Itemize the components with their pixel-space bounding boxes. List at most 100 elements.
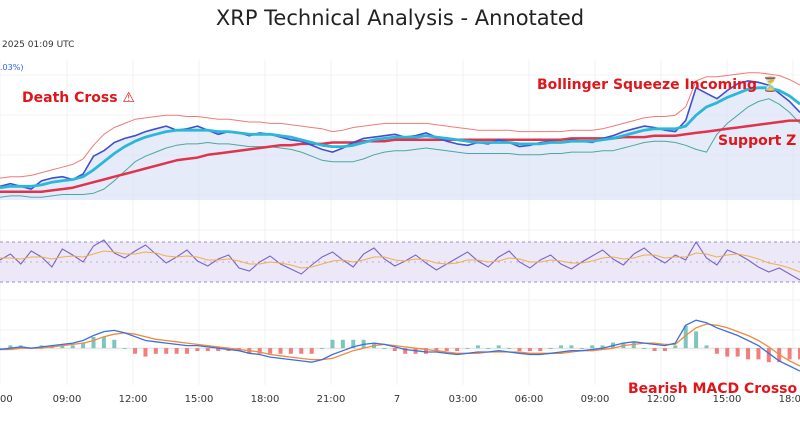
macd-hist-bar-74: [766, 348, 771, 363]
x-axis: 00 09:00 12:00 15:00 18:00 21:00 7 03:00 06:00 09…: [0, 394, 800, 405]
series-price: [0, 80, 800, 190]
macd-hist-bar-9: [91, 336, 96, 349]
series-macd-signal: [0, 323, 800, 367]
macd-hist-bar-0: [0, 348, 2, 349]
series-bb-lower: [0, 98, 800, 198]
macd-hist-bar-76: [787, 348, 792, 360]
macd-hist-bar-70: [725, 348, 730, 357]
macd-hist-bar-52: [538, 348, 543, 351]
macd-hist-bar-26: [268, 348, 273, 354]
change-label: .03%): [0, 63, 24, 72]
macd-hist-bar-31: [320, 348, 325, 349]
macd-hist-bar-39: [403, 348, 408, 354]
macd-hist-bar-72: [746, 348, 751, 360]
macd-hist-bar-46: [475, 345, 480, 349]
macd-hist-bar-33: [340, 339, 345, 349]
macd-hist-bar-14: [143, 348, 148, 357]
rsi-band: [0, 241, 800, 283]
series-ma-slow: [0, 119, 800, 194]
macd-hist-bar-62: [642, 348, 647, 349]
macd-hist-bar-47: [486, 348, 491, 349]
annotation-bollinger: Bollinger Squeeze Incoming ⏳: [537, 77, 780, 93]
macd-hist-bar-63: [652, 348, 657, 351]
macd-hist-bar-68: [704, 345, 709, 349]
macd-hist-bar-16: [164, 348, 169, 354]
macd-hist-bar-29: [299, 348, 304, 354]
series-ma-fast: [0, 86, 800, 190]
macd-hist-bar-37: [382, 348, 387, 349]
price-panel: [0, 72, 800, 200]
x-tick-label-7: 03:00: [449, 394, 478, 405]
annotation-support: Support Z: [718, 133, 797, 149]
macd-hist-bar-56: [579, 348, 584, 349]
macd-hist-bar-69: [714, 348, 719, 354]
x-tick-label-12: 18:00: [779, 394, 800, 405]
macd-hist-bar-48: [496, 345, 501, 349]
x-tick-label-2: 12:00: [119, 394, 148, 405]
timestamp-label: 2025 01:09 UTC: [2, 40, 75, 50]
x-tick-label-3: 15:00: [185, 394, 214, 405]
macd-hist-bar-50: [517, 348, 522, 351]
macd-hist-bar-66: [683, 325, 688, 349]
macd-hist-bar-15: [153, 348, 158, 354]
annotation-macd: Bearish MACD Crosso: [628, 381, 798, 397]
series-rsi: [0, 239, 800, 281]
x-tick-label-6: 7: [394, 394, 400, 405]
macd-hist-bar-42: [434, 348, 439, 351]
macd-hist-bar-71: [735, 348, 740, 357]
series-bb-upper: [0, 72, 800, 179]
series-macd: [0, 319, 800, 372]
macd-hist-bar-21: [216, 348, 221, 351]
x-tick-label-0: 00: [0, 394, 13, 405]
macd-hist-bar-34: [351, 339, 356, 349]
macd-hist-bar-45: [465, 348, 470, 349]
macd-hist-bar-6: [60, 345, 65, 349]
macd-hist-bar-11: [112, 339, 117, 349]
macd-hist-bar-12: [122, 348, 127, 349]
macd-hist-bar-18: [185, 348, 190, 354]
macd-hist-bar-61: [631, 342, 636, 349]
chart-title: XRP Technical Analysis - Annotated: [215, 6, 585, 30]
macd-hist-bar-30: [309, 348, 314, 354]
macd-hist-bar-10: [101, 336, 106, 349]
macd-hist-bar-38: [392, 348, 397, 351]
macd-hist-bar-20: [205, 348, 210, 351]
macd-hist-bar-43: [444, 348, 449, 351]
x-tick-label-10: 12:00: [647, 394, 676, 405]
macd-hist-bar-64: [662, 348, 667, 351]
macd-hist-bar-65: [673, 345, 678, 349]
x-tick-label-8: 06:00: [515, 394, 544, 405]
macd-hist-bar-53: [548, 348, 553, 349]
macd-hist-bar-27: [278, 348, 283, 354]
x-tick-label-1: 09:00: [53, 394, 82, 405]
x-tick-label-5: 21:00: [317, 394, 346, 405]
macd-hist-bar-57: [590, 345, 595, 349]
macd-panel: [0, 319, 800, 372]
macd-hist-bar-49: [507, 348, 512, 349]
macd-hist-bar-1: [8, 345, 13, 349]
macd-hist-bar-28: [288, 348, 293, 354]
macd-hist-bar-7: [70, 345, 75, 349]
macd-hist-bar-51: [527, 348, 532, 351]
macd-hist-bar-41: [423, 348, 428, 354]
macd-hist-bar-55: [569, 345, 574, 349]
macd-hist-bar-67: [694, 331, 699, 349]
x-tick-label-9: 09:00: [581, 394, 610, 405]
x-tick-label-4: 18:00: [251, 394, 280, 405]
macd-hist-bar-44: [455, 348, 460, 351]
macd-hist-bar-32: [330, 339, 335, 349]
macd-hist-bar-54: [559, 345, 564, 349]
macd-hist-bar-25: [257, 348, 262, 354]
macd-hist-bar-17: [174, 348, 179, 354]
macd-hist-bar-19: [195, 348, 200, 351]
macd-hist-bar-77: [798, 348, 800, 360]
macd-hist-bar-58: [600, 345, 605, 349]
macd-hist-bar-13: [133, 348, 138, 354]
annotation-death-cross: Death Cross ⚠: [22, 90, 135, 106]
series-rsi-signal: [0, 250, 800, 273]
macd-hist-bar-8: [81, 342, 86, 349]
rsi-panel: [0, 239, 800, 281]
macd-hist-bar-73: [756, 348, 761, 360]
x-tick-label-11: 15:00: [713, 394, 742, 405]
